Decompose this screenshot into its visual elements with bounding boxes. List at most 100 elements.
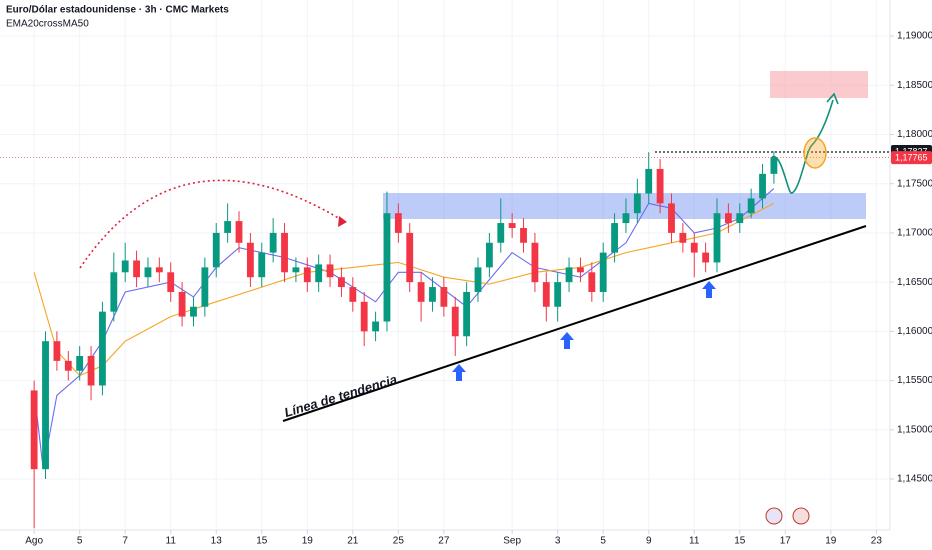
x-tick-label: 11 — [166, 536, 177, 547]
x-tick-label: 19 — [825, 536, 837, 547]
candle-body — [144, 267, 152, 278]
candle-body — [383, 213, 391, 322]
candle-body — [201, 267, 209, 307]
arrow-markers — [452, 281, 716, 381]
candle-body — [599, 252, 607, 292]
plot-area — [0, 151, 890, 529]
x-tick-label: 7 — [122, 536, 128, 547]
candle-body — [76, 355, 84, 371]
candle-body — [224, 221, 232, 233]
candle-body — [417, 282, 425, 302]
x-tick-label: 21 — [347, 536, 359, 547]
candle-body — [121, 260, 129, 273]
candle-body — [360, 301, 368, 332]
candle-body — [338, 277, 345, 288]
candle-body — [258, 252, 266, 278]
y-tick-label: 1,15000 — [897, 424, 932, 435]
candle-body — [246, 242, 254, 278]
x-tick-label: 5 — [77, 536, 83, 547]
candle-body — [372, 321, 379, 332]
candle-body — [702, 252, 710, 263]
candle-body — [633, 193, 641, 214]
candle-body — [565, 267, 573, 283]
candle-body — [577, 267, 584, 273]
up-arrow — [560, 332, 574, 349]
trend-line — [282, 225, 867, 422]
breakout-circle — [803, 137, 827, 169]
y-tick-label: 1,14500 — [897, 474, 932, 485]
candle-body — [429, 287, 436, 302]
x-tick-label: 17 — [780, 536, 792, 547]
candle-body — [99, 311, 106, 386]
candle-body — [668, 203, 675, 233]
up-arrow — [452, 364, 466, 381]
event-icons[interactable] — [765, 507, 810, 525]
event-icon[interactable] — [792, 507, 810, 525]
x-tick-label: 27 — [438, 536, 450, 547]
candle-body — [451, 306, 459, 337]
candle-body — [531, 242, 539, 283]
up-arrow — [702, 281, 716, 298]
y-tick-label: 1,17000 — [897, 228, 932, 239]
y-tick-label: 1,18000 — [897, 129, 932, 140]
candle-body — [315, 264, 323, 283]
candle-body — [42, 341, 49, 470]
candle-body — [542, 282, 550, 307]
candle-body — [326, 264, 334, 278]
candle-body — [497, 223, 505, 243]
candle-body — [349, 287, 357, 302]
x-tick-label: 19 — [302, 536, 314, 547]
x-tick-label: 11 — [689, 536, 700, 547]
candle-body — [588, 272, 596, 292]
x-tick-label: Sep — [503, 536, 521, 547]
candle-body — [622, 213, 630, 224]
chart-title: Euro/Dólar estadounidense · 3h · CMC Mar… — [6, 5, 229, 16]
y-tick-label: 1,17500 — [897, 178, 932, 189]
x-tick-label: 9 — [646, 536, 652, 547]
candle-body — [235, 221, 243, 243]
candle-body — [30, 390, 38, 470]
candle-body — [178, 291, 186, 317]
y-tick-label: 1,15500 — [897, 375, 932, 386]
candle-body — [736, 213, 744, 224]
candle-body — [508, 223, 516, 228]
candle-body — [190, 306, 197, 317]
x-tick-label: 15 — [256, 536, 268, 547]
candle-body — [645, 168, 653, 194]
candle-body — [474, 267, 482, 292]
candle-body — [724, 213, 732, 224]
candle-body — [463, 291, 471, 337]
candle-body — [281, 232, 288, 273]
y-tick-label: 1,16500 — [897, 277, 932, 288]
candle-body — [713, 213, 721, 263]
candle-body — [406, 232, 414, 283]
candle-body — [679, 232, 687, 243]
candle-body — [394, 213, 402, 233]
projection-arrow-head — [826, 92, 839, 105]
price-tag — [891, 151, 932, 165]
candle-body — [53, 341, 61, 361]
candle-body — [520, 227, 527, 243]
x-tick-label: Ago — [25, 536, 43, 547]
candle-body — [759, 173, 766, 199]
y-tick-label: 1,18500 — [897, 80, 932, 91]
x-tick-label: 3 — [555, 536, 561, 547]
arrow-head — [338, 216, 347, 227]
x-tick-label: 25 — [393, 536, 405, 547]
event-icon[interactable] — [765, 507, 783, 525]
x-tick-label: 5 — [600, 536, 606, 547]
candle-body — [690, 242, 698, 253]
candle-body — [611, 223, 618, 253]
candle-body — [656, 168, 664, 204]
candle-body — [110, 272, 118, 312]
candle-body — [87, 355, 95, 386]
y-tick-label: 1,16000 — [897, 326, 932, 337]
y-tick-label: 1,19000 — [897, 31, 932, 42]
x-tick-label: 15 — [734, 536, 746, 547]
candle-body — [64, 360, 72, 371]
candle-body — [269, 232, 277, 253]
candle-body — [167, 272, 175, 292]
candle-body — [554, 282, 562, 307]
candle-body — [292, 267, 300, 273]
